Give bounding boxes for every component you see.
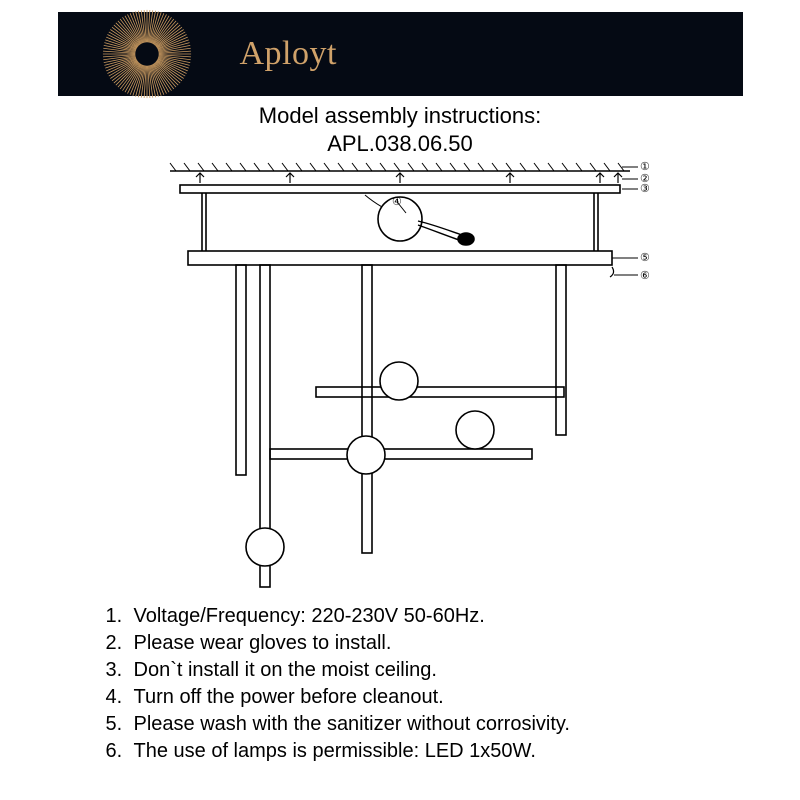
- instruction-item: 3.Don`t install it on the moist ceiling.: [106, 657, 743, 684]
- instruction-item: 1.Voltage/Frequency: 220-230V 50-60Hz.: [106, 603, 743, 630]
- instruction-item: 6.The use of lamps is permissible: LED 1…: [106, 738, 743, 765]
- instruction-text: The use of lamps is permissible: LED 1x5…: [134, 740, 536, 762]
- instruction-item: 2.Please wear gloves to install.: [106, 630, 743, 657]
- instruction-item: 5.Please wash with the sanitizer without…: [106, 711, 743, 738]
- instruction-text: Please wear gloves to install.: [134, 632, 392, 654]
- title-block: Model assembly instructions: APL.038.06.…: [58, 102, 743, 157]
- title-line1: Model assembly instructions:: [58, 102, 743, 130]
- instruction-text: Voltage/Frequency: 220-230V 50-60Hz.: [134, 605, 485, 627]
- svg-text:⑥: ⑥: [640, 270, 650, 282]
- instruction-item: 4.Turn off the power before cleanout.: [106, 684, 743, 711]
- title-line2: APL.038.06.50: [58, 130, 743, 158]
- svg-text:①: ①: [640, 161, 650, 173]
- assembly-diagram: ④: [58, 159, 743, 589]
- instruction-list: 1.Voltage/Frequency: 220-230V 50-60Hz. 2…: [58, 603, 743, 765]
- svg-text:③: ③: [640, 183, 650, 195]
- instruction-text: Turn off the power before cleanout.: [134, 686, 444, 708]
- instruction-text: Don`t install it on the moist ceiling.: [134, 659, 437, 681]
- svg-text:⑤: ⑤: [640, 252, 650, 264]
- svg-text:④: ④: [392, 196, 402, 208]
- brand-name: Aployt: [240, 35, 337, 73]
- sunburst-logo-icon: [102, 9, 192, 99]
- instruction-sheet: Aployt Model assembly instructions: APL.…: [58, 0, 743, 765]
- header-banner: Aployt: [58, 12, 743, 96]
- instruction-text: Please wash with the sanitizer without c…: [134, 713, 570, 735]
